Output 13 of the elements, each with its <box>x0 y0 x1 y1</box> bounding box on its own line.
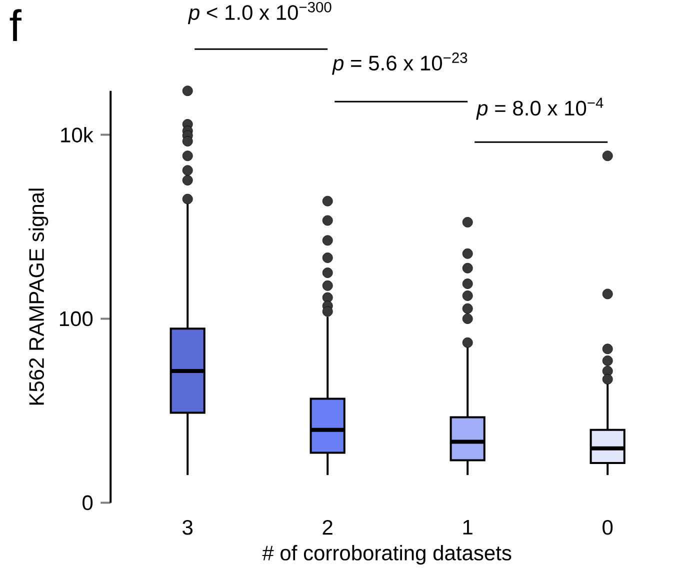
y-tick-label: 100 <box>60 311 93 326</box>
chart-title: f <box>10 9 22 41</box>
x-tick-label: 2 <box>322 520 332 535</box>
y-tick-label: 0 <box>82 495 93 510</box>
annotation: p = 8.0 x 10$^{−4}$ <box>476 98 604 120</box>
y-tick-label: 10k <box>61 127 94 142</box>
x-tick-label: 3 <box>182 520 193 535</box>
x-tick-label: 1 <box>463 520 472 534</box>
text: p = 5.6 x 10$^{−23}$ <box>332 52 468 75</box>
text: p < 1.0 x 10$^{−300}$ <box>188 2 332 24</box>
y-axis-title: K562 RAMPAGE signal <box>28 188 48 405</box>
x-tick-label: 0 <box>602 520 613 535</box>
x-axis-title: # of corroborating datasets <box>262 545 512 565</box>
